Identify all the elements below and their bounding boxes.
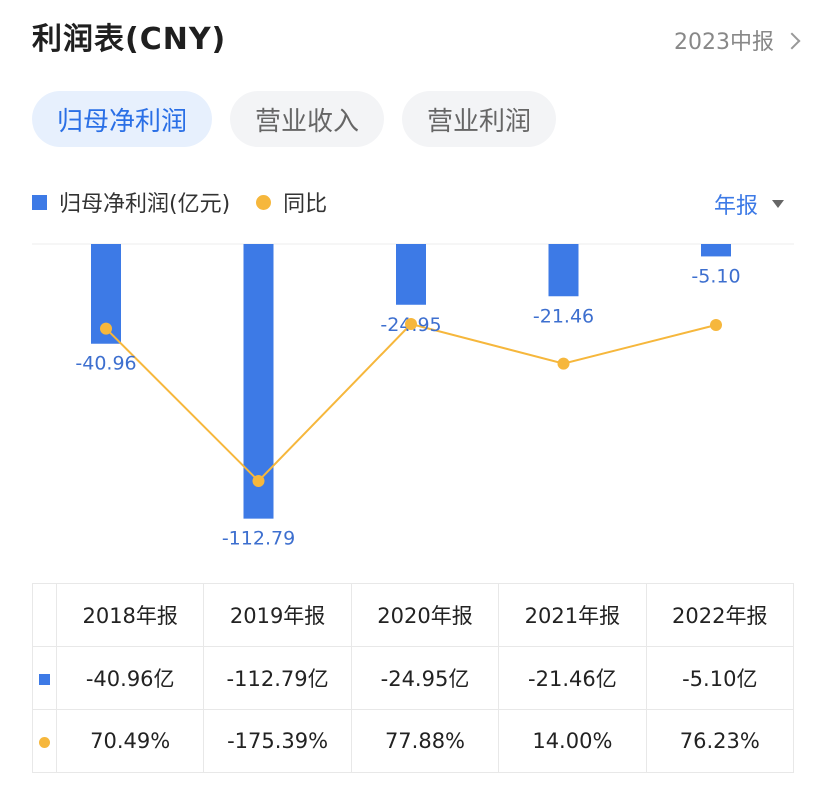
table-cell: -21.46亿	[498, 646, 647, 710]
metric-tabs: 归母净利润 营业收入 营业利润	[32, 91, 557, 147]
table-cell: -112.79亿	[203, 646, 352, 710]
tab-operating-profit[interactable]: 营业利润	[402, 91, 557, 147]
bar-marker-icon	[39, 674, 50, 685]
table-row-yoy: 70.49% -175.39% 77.88% 14.00% 76.23%	[32, 709, 795, 773]
table-cell: 14.00%	[498, 709, 647, 773]
bar-2019年报	[243, 244, 274, 519]
table-header-cell: 2020年报	[350, 583, 500, 647]
header: 利润表(CNY) 2023中报	[32, 10, 801, 57]
period-select[interactable]: 年报	[714, 188, 784, 220]
bar-value-label: -112.79	[222, 528, 295, 550]
report-period-link[interactable]: 2023中报	[674, 24, 801, 56]
table-cell: 77.88%	[350, 709, 500, 773]
tab-revenue[interactable]: 营业收入	[230, 91, 385, 147]
table-cell: -24.95亿	[350, 646, 500, 710]
table-header-cell: 2021年报	[498, 583, 647, 647]
table-cell: -175.39%	[203, 709, 352, 773]
table-cell: -40.96亿	[55, 646, 205, 710]
bar-value-label: -40.96	[75, 353, 136, 375]
table-cell: -5.10亿	[645, 646, 795, 710]
chevron-right-icon	[783, 32, 801, 50]
table-cell: 76.23%	[645, 709, 795, 773]
bar-value-label: -5.10	[691, 265, 740, 287]
legend-line-label: 同比	[283, 192, 328, 217]
table-corner-cell	[32, 583, 57, 647]
bar-legend-square-icon	[32, 194, 47, 210]
line-legend-dot-icon	[256, 194, 272, 210]
row-marker-cell	[32, 646, 57, 710]
yoy-point	[252, 475, 265, 487]
yoy-point	[710, 319, 722, 332]
page-title: 利润表(CNY)	[32, 22, 227, 57]
table-row-values: -40.96亿 -112.79亿 -24.95亿 -21.46亿 -5.10亿	[32, 646, 795, 710]
chart-plot: -40.96-112.79-24.95-21.46-5.10	[32, 243, 794, 550]
bar-2022年报	[701, 244, 731, 257]
yoy-point	[405, 318, 417, 330]
yoy-point	[557, 357, 570, 370]
bar-value-label: -21.46	[533, 305, 594, 327]
table-header-row: 2018年报 2019年报 2020年报 2021年报 2022年报	[32, 583, 795, 647]
table-cell: 70.49%	[55, 709, 205, 773]
tab-net-profit[interactable]: 归母净利润	[32, 91, 213, 147]
report-period-label: 2023中报	[674, 30, 774, 55]
legend-bar-label: 归母净利润(亿元)	[59, 192, 231, 217]
bar-2021年报	[548, 244, 579, 297]
chart-legend: 归母净利润(亿元) 同比	[32, 186, 327, 218]
line-marker-icon	[39, 737, 50, 748]
bar-2020年报	[396, 244, 426, 305]
table-header-cell: 2019年报	[203, 583, 352, 647]
yoy-point	[100, 322, 112, 335]
row-marker-cell	[32, 709, 57, 773]
yoy-line	[105, 322, 717, 483]
table-header-cell: 2022年报	[645, 583, 795, 647]
data-table: 2018年报 2019年报 2020年报 2021年报 2022年报 -40.9…	[32, 583, 795, 773]
caret-down-icon	[772, 200, 784, 208]
period-select-label: 年报	[713, 194, 758, 219]
table-header-cell: 2018年报	[55, 583, 205, 647]
